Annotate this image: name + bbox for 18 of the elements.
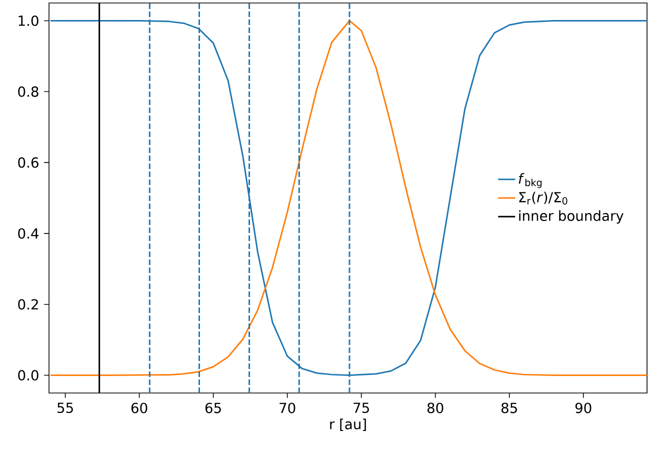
- legend-label: f$_{bkg}$: [518, 173, 542, 188]
- y-tick-label: 0.8: [18, 86, 38, 97]
- x-axis-title: r [au]: [330, 418, 366, 431]
- x-tick-label: 80: [427, 402, 444, 414]
- x-tick-label: 60: [131, 402, 148, 414]
- legend-label: Σ$_{r}$(r)/Σ$_{0}$: [519, 192, 568, 205]
- y-tick-label: 0.0: [18, 370, 38, 381]
- x-tick-label: 55: [58, 402, 73, 414]
- x-tick-label: 75: [354, 402, 369, 414]
- y-tick-label: 0.4: [18, 228, 39, 239]
- y-tick-label: 1.0: [18, 15, 38, 26]
- legend-label: inner boundary: [519, 210, 624, 224]
- x-tick-label: 90: [575, 402, 592, 414]
- y-tick-label: 0.6: [18, 157, 38, 168]
- x-tick-label: 65: [205, 402, 221, 414]
- x-tick-label: 85: [501, 402, 517, 414]
- x-tick-label: 70: [280, 402, 296, 414]
- y-tick-label: 0.2: [18, 299, 38, 310]
